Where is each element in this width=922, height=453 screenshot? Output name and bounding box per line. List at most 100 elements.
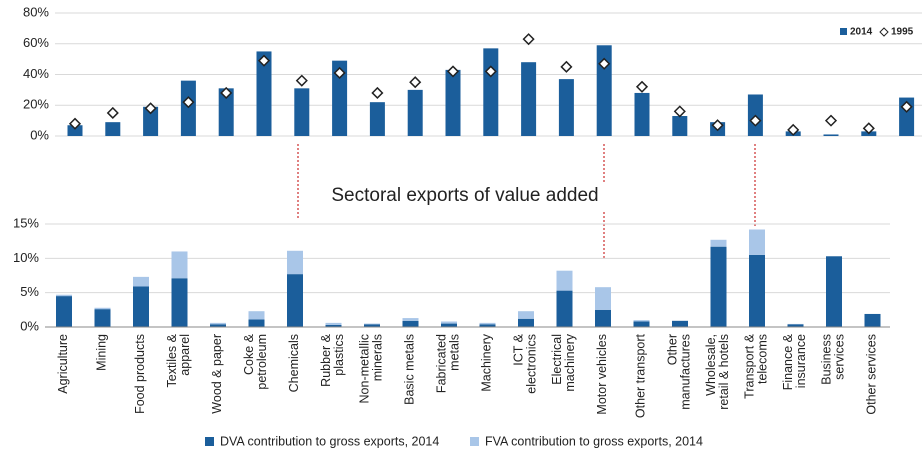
marker	[409, 76, 422, 89]
marker	[635, 80, 649, 93]
marker	[862, 122, 875, 135]
marker	[333, 66, 346, 80]
bar-segment	[710, 239, 727, 247]
x-tick-label: Transport &telecoms	[743, 333, 770, 399]
bar-segment	[248, 311, 265, 320]
bar-segment	[441, 323, 457, 327]
y-tick-label: 0%	[20, 318, 39, 333]
bar-segment	[325, 324, 342, 327]
legend-swatch	[840, 28, 847, 35]
legend-label: DVA contribution to gross exports, 2014	[220, 434, 439, 448]
bar-segment	[441, 321, 457, 324]
y-tick-label: 5%	[20, 284, 39, 299]
legend-label: FVA contribution to gross exports, 2014	[485, 434, 703, 448]
bar-segment	[94, 307, 111, 310]
x-tick-label: Basic metals	[403, 334, 417, 405]
bar-segment	[633, 321, 650, 327]
marker	[522, 33, 535, 46]
legend-swatch	[205, 437, 214, 446]
bar-segment	[94, 309, 111, 327]
legend-swatch	[879, 27, 889, 37]
title-bg	[320, 182, 610, 210]
marker	[144, 102, 157, 115]
bar-segment	[518, 318, 534, 327]
bar	[256, 51, 272, 136]
bar-segment	[633, 320, 650, 322]
y-tick-label: 10%	[13, 250, 39, 265]
y-tick-label: 20%	[23, 97, 49, 112]
x-tick-label: Chemicals	[287, 334, 301, 392]
marker	[749, 114, 762, 127]
bar	[143, 106, 159, 136]
y-tick-label: 80%	[23, 4, 49, 19]
x-tick-label: Coke &petroleum	[242, 333, 269, 389]
bar-segment	[248, 319, 265, 327]
x-tick-label: Othermanufactures	[666, 334, 693, 410]
bar	[483, 48, 499, 136]
marker	[106, 106, 119, 119]
bar	[67, 125, 83, 136]
bar	[634, 92, 650, 136]
bar	[369, 102, 385, 136]
marker	[598, 57, 611, 70]
x-tick-label: Other transport	[634, 333, 648, 418]
bar	[521, 62, 537, 137]
chart-title: Sectoral exports of value added	[331, 185, 598, 206]
bar-segment	[364, 323, 380, 325]
x-tick-label: Electricalmachinery	[550, 333, 577, 391]
x-tick-label: Non-metallicminerals	[358, 334, 385, 403]
marker	[182, 96, 195, 109]
x-tick-label: Food products	[133, 334, 147, 414]
marker	[900, 100, 913, 113]
bar	[823, 134, 839, 136]
bar-segment	[749, 254, 765, 327]
x-tick-label: Rubber &plastics	[319, 333, 346, 386]
bar-segment	[171, 278, 188, 327]
legend-swatch	[470, 437, 479, 446]
marker	[68, 117, 82, 130]
bar-segment	[826, 256, 842, 327]
bar-segment	[864, 313, 881, 327]
x-tick-label: Textiles &apparel	[165, 333, 192, 387]
bar-segment	[595, 287, 611, 310]
marker	[484, 65, 497, 78]
x-tick-label: Mining	[95, 334, 109, 371]
bar	[105, 122, 121, 136]
bar	[407, 89, 423, 136]
bar-segment	[364, 324, 380, 327]
y-tick-label: 40%	[23, 66, 49, 81]
x-tick-label: Finance &insurance	[781, 333, 808, 390]
bar	[445, 69, 461, 136]
marker	[257, 54, 271, 67]
y-tick-label: 0%	[30, 127, 49, 142]
bar-segment	[710, 246, 727, 327]
bar-segment	[210, 324, 226, 327]
bar-segment	[479, 322, 496, 325]
bar-segment	[325, 322, 342, 325]
y-tick-label: 60%	[23, 35, 49, 50]
bar-segment	[287, 274, 303, 327]
bar-segment	[556, 270, 573, 291]
marker	[824, 114, 838, 127]
marker	[711, 119, 724, 132]
x-tick-label: Other services	[865, 334, 879, 415]
bar	[218, 88, 234, 136]
bar	[294, 88, 310, 136]
bar-segment	[402, 318, 419, 321]
x-tick-label: Motor vehicles	[595, 334, 609, 415]
legend-label: 2014	[850, 27, 873, 38]
x-tick-label: Agriculture	[56, 334, 70, 394]
bar-segment	[518, 311, 534, 319]
bar-segment	[595, 309, 611, 327]
x-tick-label: Businessservices	[820, 334, 847, 385]
x-tick-label: Wholesale,retail & hotels	[704, 334, 731, 410]
bar-segment	[171, 251, 188, 279]
bar-segment	[749, 229, 765, 255]
bar-segment	[787, 324, 804, 327]
bar-segment	[287, 250, 303, 275]
bar-segment	[672, 320, 688, 327]
bar-segment	[210, 322, 226, 325]
x-tick-label: Fabricatedmetals	[435, 334, 462, 393]
legend-label: 1995	[891, 27, 914, 38]
